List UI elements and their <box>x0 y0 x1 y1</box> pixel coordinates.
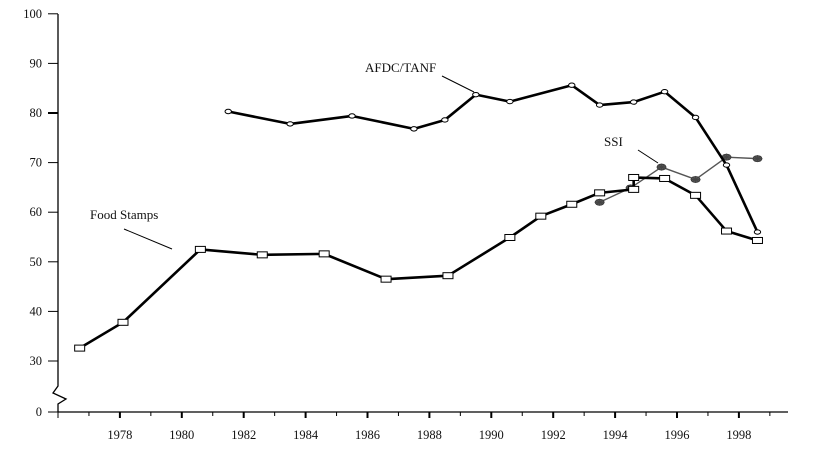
circle-marker-icon <box>286 121 294 127</box>
circle-marker-icon <box>691 114 700 121</box>
circle-marker-icon <box>472 91 480 98</box>
series-label: SSI <box>604 134 623 149</box>
series-label: Food Stamps <box>90 207 158 222</box>
series-line <box>227 83 759 233</box>
y-tick-label: 0 <box>36 405 42 419</box>
y-tick-label: 70 <box>30 156 43 170</box>
circle-marker-icon <box>441 117 449 123</box>
series-afdc-tanf <box>224 82 762 235</box>
x-tick-label: 1980 <box>169 428 194 442</box>
x-tick-label: 1986 <box>355 428 380 442</box>
axes: 0 30 40 50 60 70 80 90 100 1978 1980 1982 1984 1986 19… <box>23 7 788 442</box>
series-food-stamps <box>74 173 763 352</box>
series-ssi <box>594 153 763 206</box>
label-leader-line <box>123 228 173 250</box>
square-marker-icon <box>690 191 702 199</box>
circle-marker-icon <box>629 99 638 105</box>
circle-marker-icon <box>722 162 731 168</box>
circle-marker-icon <box>410 126 418 132</box>
y-tick-label: 90 <box>30 56 43 70</box>
circle-marker-icon <box>660 88 669 95</box>
circle-marker-icon <box>506 98 514 105</box>
square-marker-icon <box>535 212 547 220</box>
circle-marker-icon <box>348 113 356 119</box>
y-tick-label: 40 <box>30 304 43 318</box>
star-marker-icon <box>752 155 763 163</box>
square-marker-icon <box>751 236 763 244</box>
y-tick-label: 100 <box>23 7 42 21</box>
circle-marker-icon <box>568 82 576 88</box>
square-marker-icon <box>721 227 733 235</box>
y-axis-line <box>52 14 68 412</box>
label-leader-line <box>441 75 475 93</box>
y-tick-label: 60 <box>30 205 43 219</box>
x-tick-label: 1996 <box>665 428 690 442</box>
square-marker-icon <box>194 245 206 253</box>
square-marker-icon <box>442 272 454 280</box>
y-tick-label: 80 <box>30 106 43 120</box>
series-line <box>79 176 758 350</box>
x-tick-label: 1998 <box>726 428 751 442</box>
square-marker-icon <box>659 174 671 182</box>
square-marker-icon <box>74 344 86 352</box>
series-label: AFDC/TANF <box>365 60 436 75</box>
square-marker-icon <box>594 189 606 197</box>
square-marker-icon <box>380 275 392 283</box>
circle-marker-icon <box>753 229 762 235</box>
square-marker-icon <box>256 251 268 259</box>
x-tick-label: 1994 <box>603 428 629 442</box>
x-tick-label: 1990 <box>479 428 504 442</box>
square-marker-icon <box>504 233 516 241</box>
star-marker-icon <box>656 163 667 171</box>
square-marker-icon <box>628 173 640 181</box>
circle-marker-icon <box>224 108 232 115</box>
x-tick-label: 1992 <box>541 428 566 442</box>
circle-marker-icon <box>595 102 604 108</box>
label-leader-line <box>637 149 659 164</box>
square-marker-icon <box>117 318 129 326</box>
square-marker-icon <box>318 250 330 258</box>
x-tick-label: 1978 <box>107 428 132 442</box>
y-tick-label: 50 <box>30 255 43 269</box>
star-marker-icon <box>690 175 701 183</box>
x-tick-label: 1984 <box>293 428 319 442</box>
series-labels: SSI Food Stamps AFDC/TANF <box>90 60 659 250</box>
x-tick-label: 1982 <box>231 428 256 442</box>
series-layer <box>74 82 763 352</box>
square-marker-icon <box>566 200 578 208</box>
y-tick-label: 30 <box>30 354 43 368</box>
star-marker-icon <box>594 198 605 206</box>
x-tick-label: 1988 <box>417 428 442 442</box>
square-marker-icon <box>628 185 640 193</box>
